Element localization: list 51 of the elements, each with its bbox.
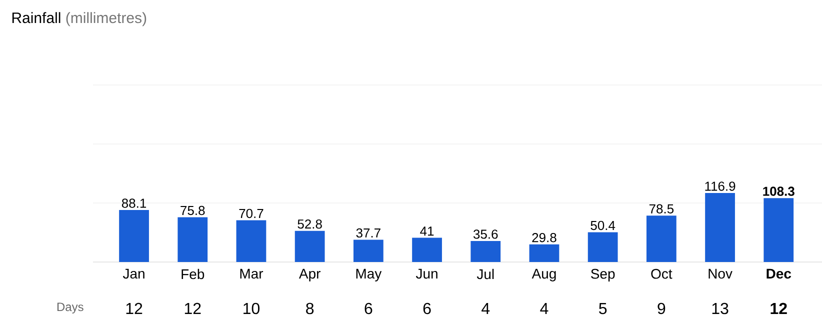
data-label: 50.4 — [590, 220, 616, 230]
data-label: 88.1 — [122, 198, 146, 208]
bar — [353, 240, 384, 262]
text: 4 — [540, 302, 548, 314]
bar — [588, 232, 618, 262]
text: 4 — [482, 302, 490, 314]
text: 13 — [712, 302, 728, 314]
x-tick-label: Mar — [240, 268, 264, 279]
x-tick-label: Apr — [298, 268, 320, 282]
text: 6 — [423, 302, 431, 314]
bar — [178, 217, 208, 262]
x-tick-label: Jul — [476, 268, 494, 280]
text: 12 — [126, 302, 142, 314]
data-label: 35.6 — [473, 230, 498, 239]
data-label: 52.8 — [298, 219, 322, 229]
data-label: 70.7 — [239, 208, 264, 218]
bar — [294, 230, 325, 262]
text: Days — [57, 302, 84, 314]
x-tick-label: Nov — [708, 268, 732, 279]
text: 8 — [306, 302, 314, 314]
x-tick-label: Oct — [651, 268, 672, 279]
bar — [470, 240, 501, 262]
bar — [529, 244, 560, 262]
x-tick-label: Dec — [766, 268, 792, 279]
x-tick-label: Jun — [416, 268, 438, 279]
text: 9 — [658, 302, 666, 314]
x-tick-label: Aug — [532, 268, 556, 282]
x-tick-label: Feb — [182, 268, 204, 280]
bar — [412, 238, 442, 262]
text: 5 — [599, 302, 607, 314]
x-tick-label: Sep — [591, 268, 615, 282]
bar — [705, 193, 735, 262]
text: 10 — [244, 302, 260, 314]
bar — [236, 220, 266, 262]
bar — [119, 210, 149, 262]
data-label: 75.8 — [180, 206, 205, 216]
data-label: 108.3 — [763, 186, 794, 196]
bar — [764, 198, 794, 262]
data-label: 41 — [420, 226, 434, 236]
data-label: 37.7 — [356, 228, 380, 238]
bar — [646, 216, 676, 262]
text: 6 — [364, 302, 372, 314]
chart-subtitle: (millimetres) — [66, 12, 146, 26]
chart-title: Rainfall — [12, 12, 60, 24]
data-label: 78.5 — [649, 204, 674, 214]
data-label: 29.8 — [532, 233, 556, 242]
x-tick-label: Jan — [122, 268, 144, 279]
text: 12 — [770, 302, 787, 314]
text: 12 — [184, 302, 201, 314]
data-label: 116.9 — [705, 182, 736, 191]
x-tick-label: May — [356, 268, 382, 282]
